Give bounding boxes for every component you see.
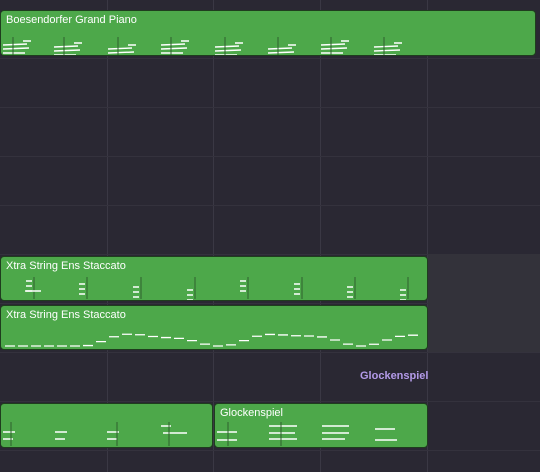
region-glockenspiel-1[interactable]	[0, 403, 213, 448]
midi-note	[214, 45, 240, 48]
midi-note	[2, 47, 30, 50]
lane-divider	[0, 205, 540, 206]
midi-notes	[5, 333, 418, 347]
midi-note	[160, 47, 188, 50]
lane-divider	[0, 156, 540, 157]
midi-note	[2, 43, 28, 46]
region-strings-staccato-2[interactable]: Xtra String Ens Staccato	[0, 305, 428, 350]
bar-line	[213, 0, 214, 472]
region-strings-staccato-1[interactable]: Xtra String Ens Staccato	[0, 256, 428, 301]
region-title: Boesendorfer Grand Piano	[6, 14, 137, 26]
midi-note	[267, 51, 295, 54]
lane-divider	[0, 303, 540, 304]
region-piano[interactable]: Boesendorfer Grand Piano	[0, 10, 536, 56]
midi-note	[320, 43, 346, 46]
lane-divider	[0, 401, 540, 402]
midi-notes	[217, 422, 397, 446]
midi-note	[53, 49, 81, 52]
lane-divider	[0, 352, 540, 353]
midi-note	[373, 45, 399, 48]
region-title: Glockenspiel	[220, 407, 283, 419]
midi-note	[160, 43, 186, 46]
midi-note	[320, 47, 348, 50]
midi-notes	[3, 422, 187, 446]
lane-divider	[0, 58, 540, 59]
lane-divider	[0, 254, 540, 255]
region-title: Xtra String Ens Staccato	[6, 260, 126, 272]
lane-divider	[0, 107, 540, 108]
bar-line	[107, 0, 108, 472]
region-title: Xtra String Ens Staccato	[6, 309, 126, 321]
unused-lane-area	[428, 254, 540, 352]
midi-note	[53, 45, 79, 48]
bar-line	[320, 0, 321, 472]
midi-note	[107, 51, 135, 54]
region-glockenspiel-2[interactable]: Glockenspiel	[214, 403, 428, 448]
midi-note	[373, 49, 401, 52]
midi-notes	[25, 277, 409, 300]
midi-notes	[2, 37, 402, 55]
midi-note	[214, 49, 242, 52]
bar-line	[427, 0, 428, 472]
lane-divider	[0, 450, 540, 451]
midi-note	[107, 47, 133, 50]
glockenspiel-track-label: Glockenspiel	[360, 370, 429, 382]
midi-note	[267, 47, 293, 50]
